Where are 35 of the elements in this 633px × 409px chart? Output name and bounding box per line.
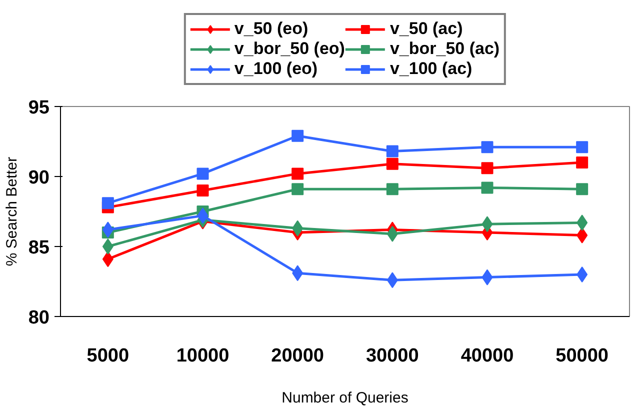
point: [576, 266, 588, 282]
point: [386, 158, 398, 170]
x-tick-label: 30000: [366, 346, 419, 366]
x-tick-label: 5000: [86, 346, 130, 366]
legend-label: v_100 (eo): [234, 59, 318, 79]
legend-label: v_bor_50 (ac): [390, 39, 500, 59]
x-tick-label: 20000: [271, 346, 324, 366]
point: [292, 168, 304, 180]
point: [576, 141, 588, 154]
y-tick-label: 85: [28, 238, 50, 258]
point: [386, 183, 398, 196]
y-tick-label: 90: [28, 168, 50, 188]
y-tick-label: 80: [28, 308, 50, 328]
x-tick-label: 50000: [556, 346, 609, 366]
point: [102, 197, 114, 210]
legend-label: v_bor_50 (eo): [234, 39, 345, 59]
point: [386, 145, 398, 158]
point: [196, 184, 209, 196]
legend-label: v_50 (eo): [234, 19, 308, 39]
point: [576, 156, 588, 168]
point: [576, 183, 588, 196]
legend-label: v_100 (ac): [390, 59, 472, 79]
point: [481, 141, 494, 154]
point: [481, 182, 494, 194]
x-axis-title: Number of Queries: [282, 390, 408, 406]
y-tick-label: 95: [28, 98, 50, 118]
y-axis-title: % Search Better: [3, 156, 20, 266]
point: [292, 183, 304, 196]
x-tick-label: 10000: [176, 346, 230, 366]
x-tick-label: 40000: [460, 346, 514, 366]
point: [196, 168, 209, 180]
point: [292, 130, 304, 142]
point: [102, 238, 114, 254]
point: [481, 162, 494, 174]
legend-label: v_50 (ac): [390, 19, 463, 39]
